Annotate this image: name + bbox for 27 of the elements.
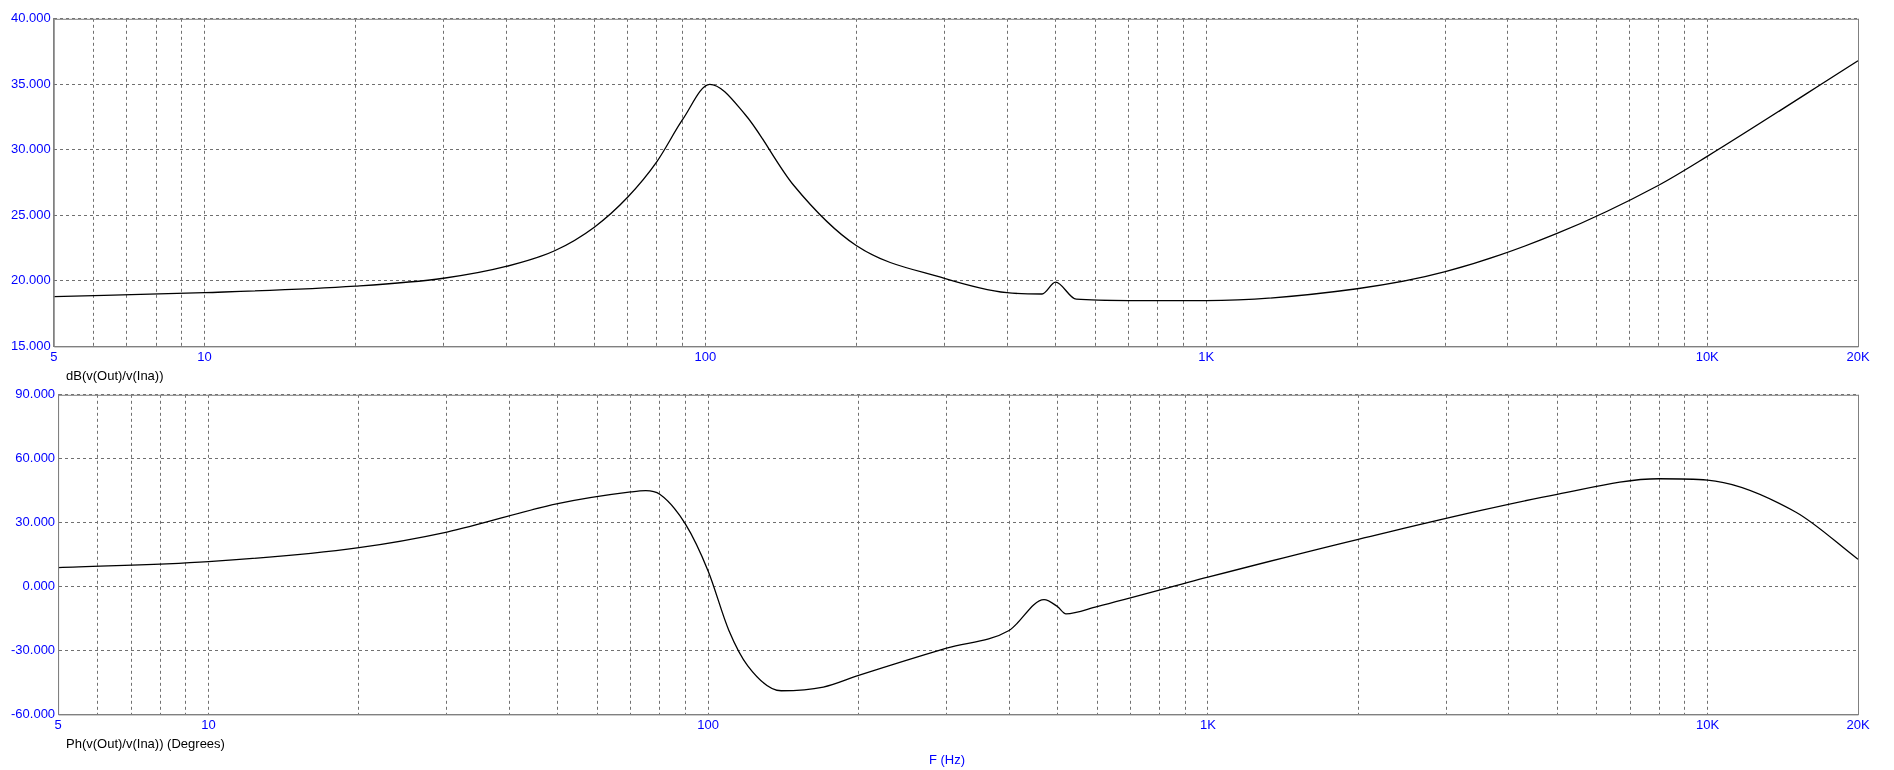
y-tick-label: -60.000 [11,705,56,721]
y-tick-label: 90.000 [15,386,56,402]
y-tick-label: 35.000 [11,75,51,91]
y-tick-label: -30.000 [11,642,56,658]
x-tick-label: 20K [1846,348,1870,364]
x-tick-label: 10 [197,348,212,364]
x-tick-label: 20K [1846,716,1870,732]
y-tick-label: 15.000 [11,337,51,353]
x-tick-label: 100 [697,716,720,732]
y-tick-label: 20.000 [11,272,51,288]
y-tick-label: 30.000 [11,141,51,157]
text: dB(v(Out)/v(Ina)) [65,368,165,384]
x-tick-label: 1K [1198,348,1215,364]
y-tick-label: 30.000 [15,514,56,530]
x-tick-label: 10 [201,716,216,732]
y-tick-label: 0.000 [22,578,56,594]
y-tick-label: 60.000 [15,450,56,466]
x-tick-label: 10K [1696,716,1720,732]
x-tick-label: 5 [54,716,62,732]
y-tick-label: 25.000 [11,206,51,222]
x-tick-label: 100 [694,348,717,364]
text: Ph(v(Out)/v(Ina)) (Degrees) [65,736,226,752]
x-tick-label: 1K [1199,716,1217,732]
x-tick-label: 5 [50,348,58,364]
x-tick-label: 10K [1695,348,1720,364]
x-axis-title: F (Hz) [927,752,967,768]
y-tick-label: 40.000 [11,10,51,26]
